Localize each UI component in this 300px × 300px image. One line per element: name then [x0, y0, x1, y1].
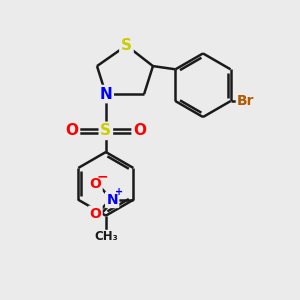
Text: CH₃: CH₃ [94, 230, 118, 243]
Text: N: N [106, 193, 118, 207]
Text: +: + [116, 187, 124, 196]
Text: S: S [100, 123, 111, 138]
Text: −: − [96, 169, 108, 183]
Text: O: O [89, 177, 101, 191]
Text: O: O [65, 123, 79, 138]
Text: Br: Br [237, 94, 255, 108]
Text: O: O [89, 207, 101, 221]
Text: O: O [133, 123, 146, 138]
Text: N: N [100, 87, 112, 102]
Text: S: S [121, 38, 132, 53]
